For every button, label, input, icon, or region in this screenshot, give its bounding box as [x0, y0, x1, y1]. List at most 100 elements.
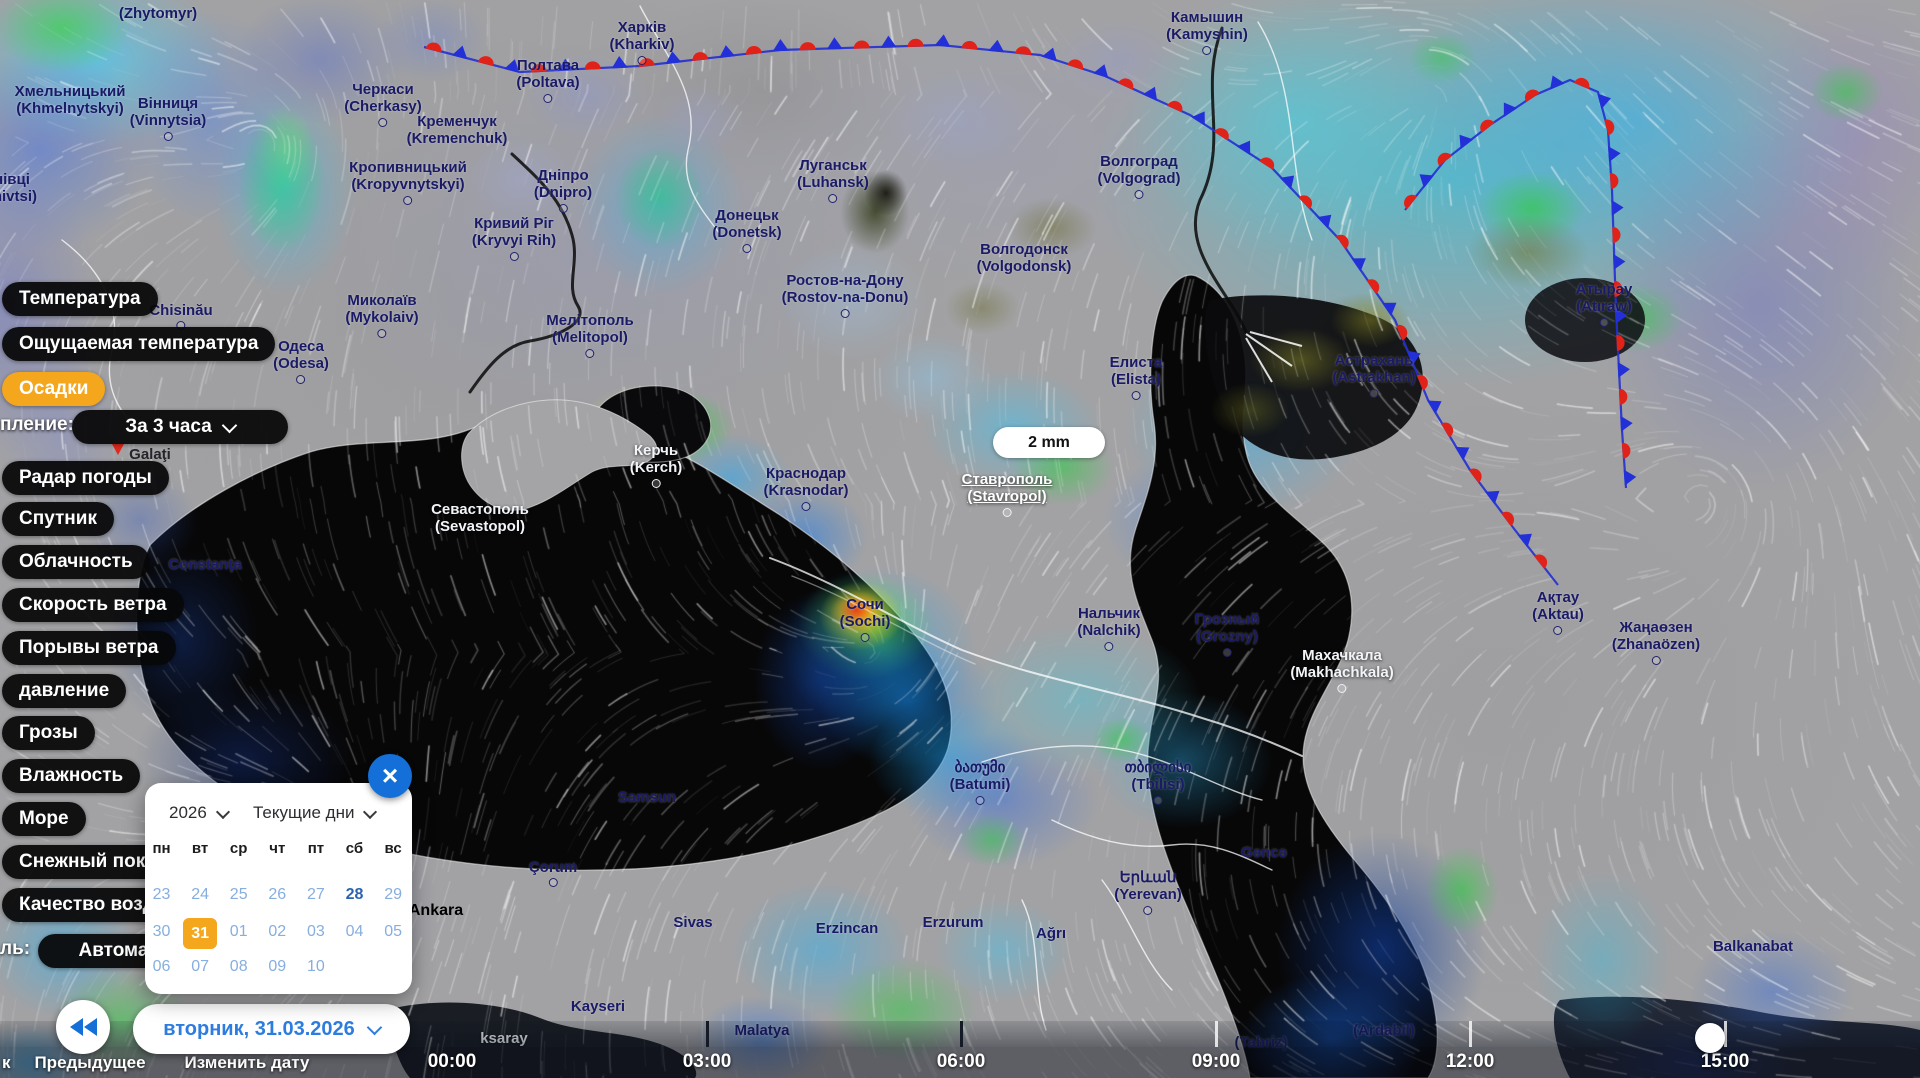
city-label[interactable]: Çorum	[529, 859, 577, 888]
city-label[interactable]: Вінниця (Vinnytsia)	[130, 95, 206, 141]
warm-front-semicircle	[1067, 59, 1084, 70]
city-label[interactable]: Волгоград (Volgograd)	[1097, 153, 1181, 199]
city-label[interactable]: Черкаси (Cherkasy)	[344, 81, 422, 127]
city-label[interactable]: Полтава (Poltava)	[516, 57, 580, 103]
city-label[interactable]: Хмельницький (Khmelnytskyi)	[14, 83, 126, 118]
cold-front-triangle	[719, 45, 736, 58]
city-label[interactable]: Kayseri	[570, 998, 626, 1015]
calendar-close-button[interactable]: ×	[368, 754, 412, 798]
city-label[interactable]: Луганськ (Luhansk)	[797, 157, 869, 203]
sidebar-item-thunderstorms[interactable]: Грозы	[2, 716, 95, 750]
calendar-day-28[interactable]: 28	[345, 886, 364, 903]
city-label[interactable]: Ставрополь (Stavropol)	[962, 471, 1052, 517]
calendar-day-01[interactable]: 01	[229, 923, 248, 940]
calendar-day-31[interactable]: 31	[183, 918, 218, 949]
city-label[interactable]: Одеса (Odesa)	[273, 338, 329, 384]
city-label[interactable]: Кропивницький (Kropyvnytskyi)	[349, 159, 467, 205]
city-label[interactable]: Galaţi	[129, 446, 171, 463]
city-label[interactable]: Елиста (Elista)	[1110, 354, 1162, 400]
city-label[interactable]: Ростов-на-Дону (Rostov-na-Donu)	[782, 272, 908, 318]
city-label[interactable]: Constanţa	[168, 556, 242, 573]
calendar-day-24[interactable]: 24	[191, 886, 209, 903]
warm-front-semicircle	[1574, 77, 1590, 90]
city-dot	[378, 117, 388, 127]
calendar-year-select[interactable]: 2026	[169, 803, 230, 823]
city-label[interactable]: Грозный (Grozny)	[1195, 611, 1259, 657]
city-label[interactable]: თბილისი (Tbilisi)	[1125, 759, 1191, 805]
calendar-day-26[interactable]: 26	[268, 886, 287, 903]
city-label[interactable]: нівціrnivtsi)	[0, 171, 38, 206]
sidebar-item-wind-speed[interactable]: Скорость ветра	[2, 588, 184, 622]
city-label[interactable]: Кременчук (Kremenchuk)	[406, 113, 508, 148]
sidebar-item-satellite[interactable]: Спутник	[2, 502, 114, 536]
timeline-playhead[interactable]	[1695, 1023, 1725, 1053]
calendar-day-25[interactable]: 25	[229, 886, 248, 903]
change-date-button[interactable]: вторник, 31.03.2026	[133, 1004, 410, 1054]
city-label[interactable]: Balkanabat	[1712, 938, 1794, 955]
city-label[interactable]: ksaray	[480, 1030, 528, 1047]
city-label[interactable]: Erzincan	[815, 920, 879, 937]
city-label[interactable]: Краснодар (Krasnodar)	[763, 465, 849, 511]
city-label[interactable]: Erzurum	[922, 914, 984, 931]
sidebar-item-feels-like[interactable]: Ощущаемая температура	[2, 327, 276, 361]
calendar-day-06[interactable]: 06	[152, 958, 171, 975]
sidebar-item-temperature[interactable]: Температура	[2, 282, 158, 316]
city-label[interactable]: Sivas	[673, 914, 713, 931]
city-label[interactable]: Ankara	[408, 902, 464, 919]
sidebar-item-wind-gusts[interactable]: Порывы ветра	[2, 631, 176, 665]
city-label[interactable]: Жаңаөзен (Zhanaözen)	[1612, 619, 1700, 665]
city-label[interactable]: Волгодонск (Volgodonsk)	[976, 241, 1072, 276]
city-label[interactable]: Gəncə	[1241, 844, 1287, 861]
calendar-day-07[interactable]: 07	[191, 958, 209, 975]
calendar-day-30[interactable]: 30	[152, 923, 171, 940]
city-label[interactable]: Мелітополь (Melitopol)	[546, 312, 634, 358]
calendar-day-02[interactable]: 02	[268, 923, 287, 940]
sidebar-item-weather-radar[interactable]: Радар погоды	[2, 461, 169, 495]
city-label[interactable]: (Ardabil)	[1353, 1022, 1415, 1039]
calendar-day-23[interactable]: 23	[152, 886, 171, 903]
sidebar-item-humidity[interactable]: Влажность	[2, 759, 141, 793]
city-label[interactable]: Ağrı	[1036, 925, 1066, 942]
calendar-day-04[interactable]: 04	[345, 923, 364, 940]
city-label[interactable]: Ақтау (Aktau)	[1532, 589, 1584, 635]
warm-front-semicircle	[1609, 173, 1619, 189]
rewind-icon	[83, 1018, 97, 1036]
city-label[interactable]: Камышин (Kamyshin)	[1166, 9, 1248, 55]
calendar-day-03[interactable]: 03	[306, 923, 325, 940]
sidebar-item-pressure[interactable]: давление	[2, 674, 127, 708]
city-label[interactable]: Кривий Ріг (Kryvyi Rih)	[472, 215, 556, 261]
calendar-day-27[interactable]: 27	[306, 886, 325, 903]
city-label[interactable]: Астрахань (Astrakhan)	[1332, 352, 1416, 398]
city-label[interactable]: (Zhytomyr)	[118, 5, 198, 22]
calendar-day-10[interactable]: 10	[306, 958, 325, 975]
calendar-day-05[interactable]: 05	[384, 923, 402, 940]
city-label[interactable]: ბათუმი (Batumi)	[950, 759, 1010, 805]
city-label[interactable]: Атырау (Atıraw)	[1576, 281, 1632, 327]
cold-front-triangle	[1236, 140, 1251, 156]
city-label[interactable]: Севастополь (Sevastopol)	[431, 501, 529, 536]
city-label[interactable]: Махачкала (Makhachkala)	[1290, 647, 1394, 693]
city-label[interactable]: Samsun	[617, 789, 677, 806]
calendar-day-29[interactable]: 29	[384, 886, 402, 903]
city-label[interactable]: Дніпро (Dnipro)	[534, 167, 592, 213]
city-label[interactable]: (Tabriz)	[1234, 1034, 1287, 1051]
calendar-range-select[interactable]: Текущие дни	[253, 803, 378, 823]
calendar-day-08[interactable]: 08	[229, 958, 248, 975]
city-label[interactable]: Донецьк (Donetsk)	[712, 207, 782, 253]
calendar-day-09[interactable]: 09	[268, 958, 287, 975]
city-label[interactable]: Сочи (Sochi)	[840, 596, 890, 642]
sidebar-item-precipitation[interactable]: Осадки	[2, 372, 106, 406]
city-label[interactable]: Харків (Kharkiv)	[609, 19, 675, 65]
city-label[interactable]: Керчь (Kerch)	[630, 442, 682, 488]
previous-button[interactable]	[56, 1000, 110, 1054]
city-label[interactable]: Malatya	[734, 1022, 789, 1039]
sidebar-item-sea[interactable]: Море	[2, 802, 86, 836]
sidebar-item-clouds[interactable]: Облачность	[2, 545, 150, 579]
sidebar-select-accumulation[interactable]: За 3 часа	[72, 410, 288, 444]
city-label[interactable]: Երևան (Yerevan)	[1114, 869, 1182, 915]
city-label[interactable]: Нальчик (Nalchik)	[1077, 605, 1141, 651]
city-label[interactable]: Миколаїв (Mykolaiv)	[345, 292, 419, 338]
